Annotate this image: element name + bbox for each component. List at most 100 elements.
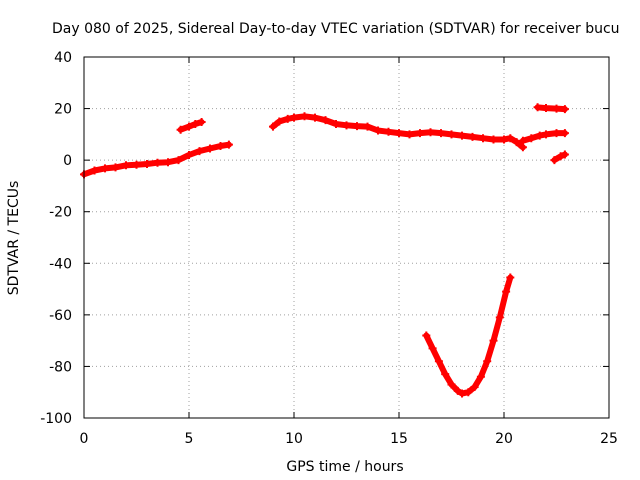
y-axis-title: SDTVAR / TECUs — [6, 181, 22, 296]
data-point — [342, 121, 351, 130]
data-point — [374, 126, 382, 135]
data-point — [560, 150, 569, 159]
data-point — [527, 134, 536, 143]
data-point — [458, 389, 466, 398]
data-point — [283, 114, 292, 123]
data-point — [395, 129, 403, 138]
data-point — [191, 120, 200, 129]
data-point — [185, 122, 193, 131]
data-point — [353, 122, 361, 131]
data-point — [275, 117, 284, 126]
series-track-d — [518, 129, 569, 145]
x-tick-label: 0 — [80, 431, 89, 447]
series-track-g — [422, 273, 515, 398]
data-point — [321, 116, 330, 125]
x-tick-label: 25 — [600, 431, 618, 447]
data-point — [428, 344, 437, 353]
data-point — [416, 129, 424, 138]
y-tick-label: -80 — [49, 359, 72, 375]
x-tick-labels: 0 5 10 15 20 25 — [80, 431, 618, 447]
data-point — [542, 130, 550, 139]
y-tick-label: 20 — [54, 102, 72, 118]
data-point — [500, 135, 508, 144]
data-point — [437, 129, 445, 138]
data-point — [422, 331, 431, 340]
x-tick-label: 10 — [285, 431, 303, 447]
axis-ticks — [83, 56, 610, 419]
series-track-b — [176, 117, 206, 134]
series-line — [423, 274, 514, 397]
data-point — [479, 134, 487, 143]
data-point — [502, 287, 511, 296]
x-tick-label: 15 — [390, 431, 408, 447]
data-point — [533, 103, 542, 112]
series-line — [270, 113, 526, 151]
data-point — [552, 129, 561, 138]
data-point — [132, 160, 141, 169]
data-point — [560, 129, 569, 138]
data-point — [506, 273, 515, 282]
grid-lines — [84, 57, 609, 418]
data-point — [185, 150, 193, 159]
data-point — [542, 104, 550, 113]
y-tick-label: 40 — [54, 50, 72, 66]
data-point — [195, 147, 204, 156]
y-tick-label: 0 — [63, 153, 72, 169]
x-axis-title: GPS time / hours — [286, 459, 403, 475]
data-point — [447, 380, 456, 389]
data-point — [550, 156, 559, 165]
series-track-a — [80, 140, 233, 179]
data-point — [512, 138, 521, 147]
data-point — [290, 113, 298, 122]
series-line — [177, 119, 205, 133]
y-tick-label: -60 — [49, 308, 72, 324]
data-point — [176, 125, 185, 134]
data-point — [300, 112, 309, 121]
x-tick-label: 20 — [495, 431, 513, 447]
data-point — [489, 135, 498, 144]
plot-frame — [83, 56, 610, 419]
data-point — [476, 372, 485, 381]
y-tick-label: -20 — [49, 205, 72, 221]
data-point — [552, 104, 561, 113]
data-point — [453, 386, 462, 395]
data-point — [447, 130, 456, 139]
series-track-f — [550, 150, 569, 165]
data-point — [495, 313, 504, 322]
data-point — [269, 122, 277, 131]
data-point — [468, 132, 477, 141]
data-point — [153, 158, 162, 167]
data-layer — [80, 103, 569, 398]
chart-title: Day 080 of 2025, Sidereal Day-to-day VTE… — [52, 21, 620, 37]
data-point — [174, 156, 183, 165]
data-point — [560, 105, 569, 114]
data-point — [506, 134, 515, 143]
series-line — [534, 104, 568, 113]
data-point — [405, 130, 414, 139]
data-point — [90, 166, 99, 175]
y-tick-labels: -100 -80 -60 -40 -20 0 20 40 — [40, 50, 72, 427]
data-point — [441, 370, 450, 379]
data-point — [101, 164, 109, 173]
series-track-e — [533, 103, 569, 114]
data-point — [206, 144, 214, 153]
data-point — [363, 122, 372, 131]
data-point — [224, 140, 233, 149]
data-point — [458, 131, 466, 140]
data-point — [384, 127, 393, 136]
data-point — [470, 383, 479, 392]
data-point — [556, 152, 565, 161]
data-point — [332, 120, 340, 129]
data-point — [535, 131, 544, 140]
data-point — [143, 160, 151, 169]
series-track-c — [269, 112, 527, 152]
data-point — [216, 141, 225, 150]
data-point — [464, 388, 473, 397]
y-tick-label: -40 — [49, 256, 72, 272]
y-tick-label: -100 — [40, 411, 72, 427]
data-point — [111, 163, 120, 172]
data-point — [164, 158, 172, 167]
data-point — [426, 128, 435, 137]
data-point — [483, 357, 492, 366]
